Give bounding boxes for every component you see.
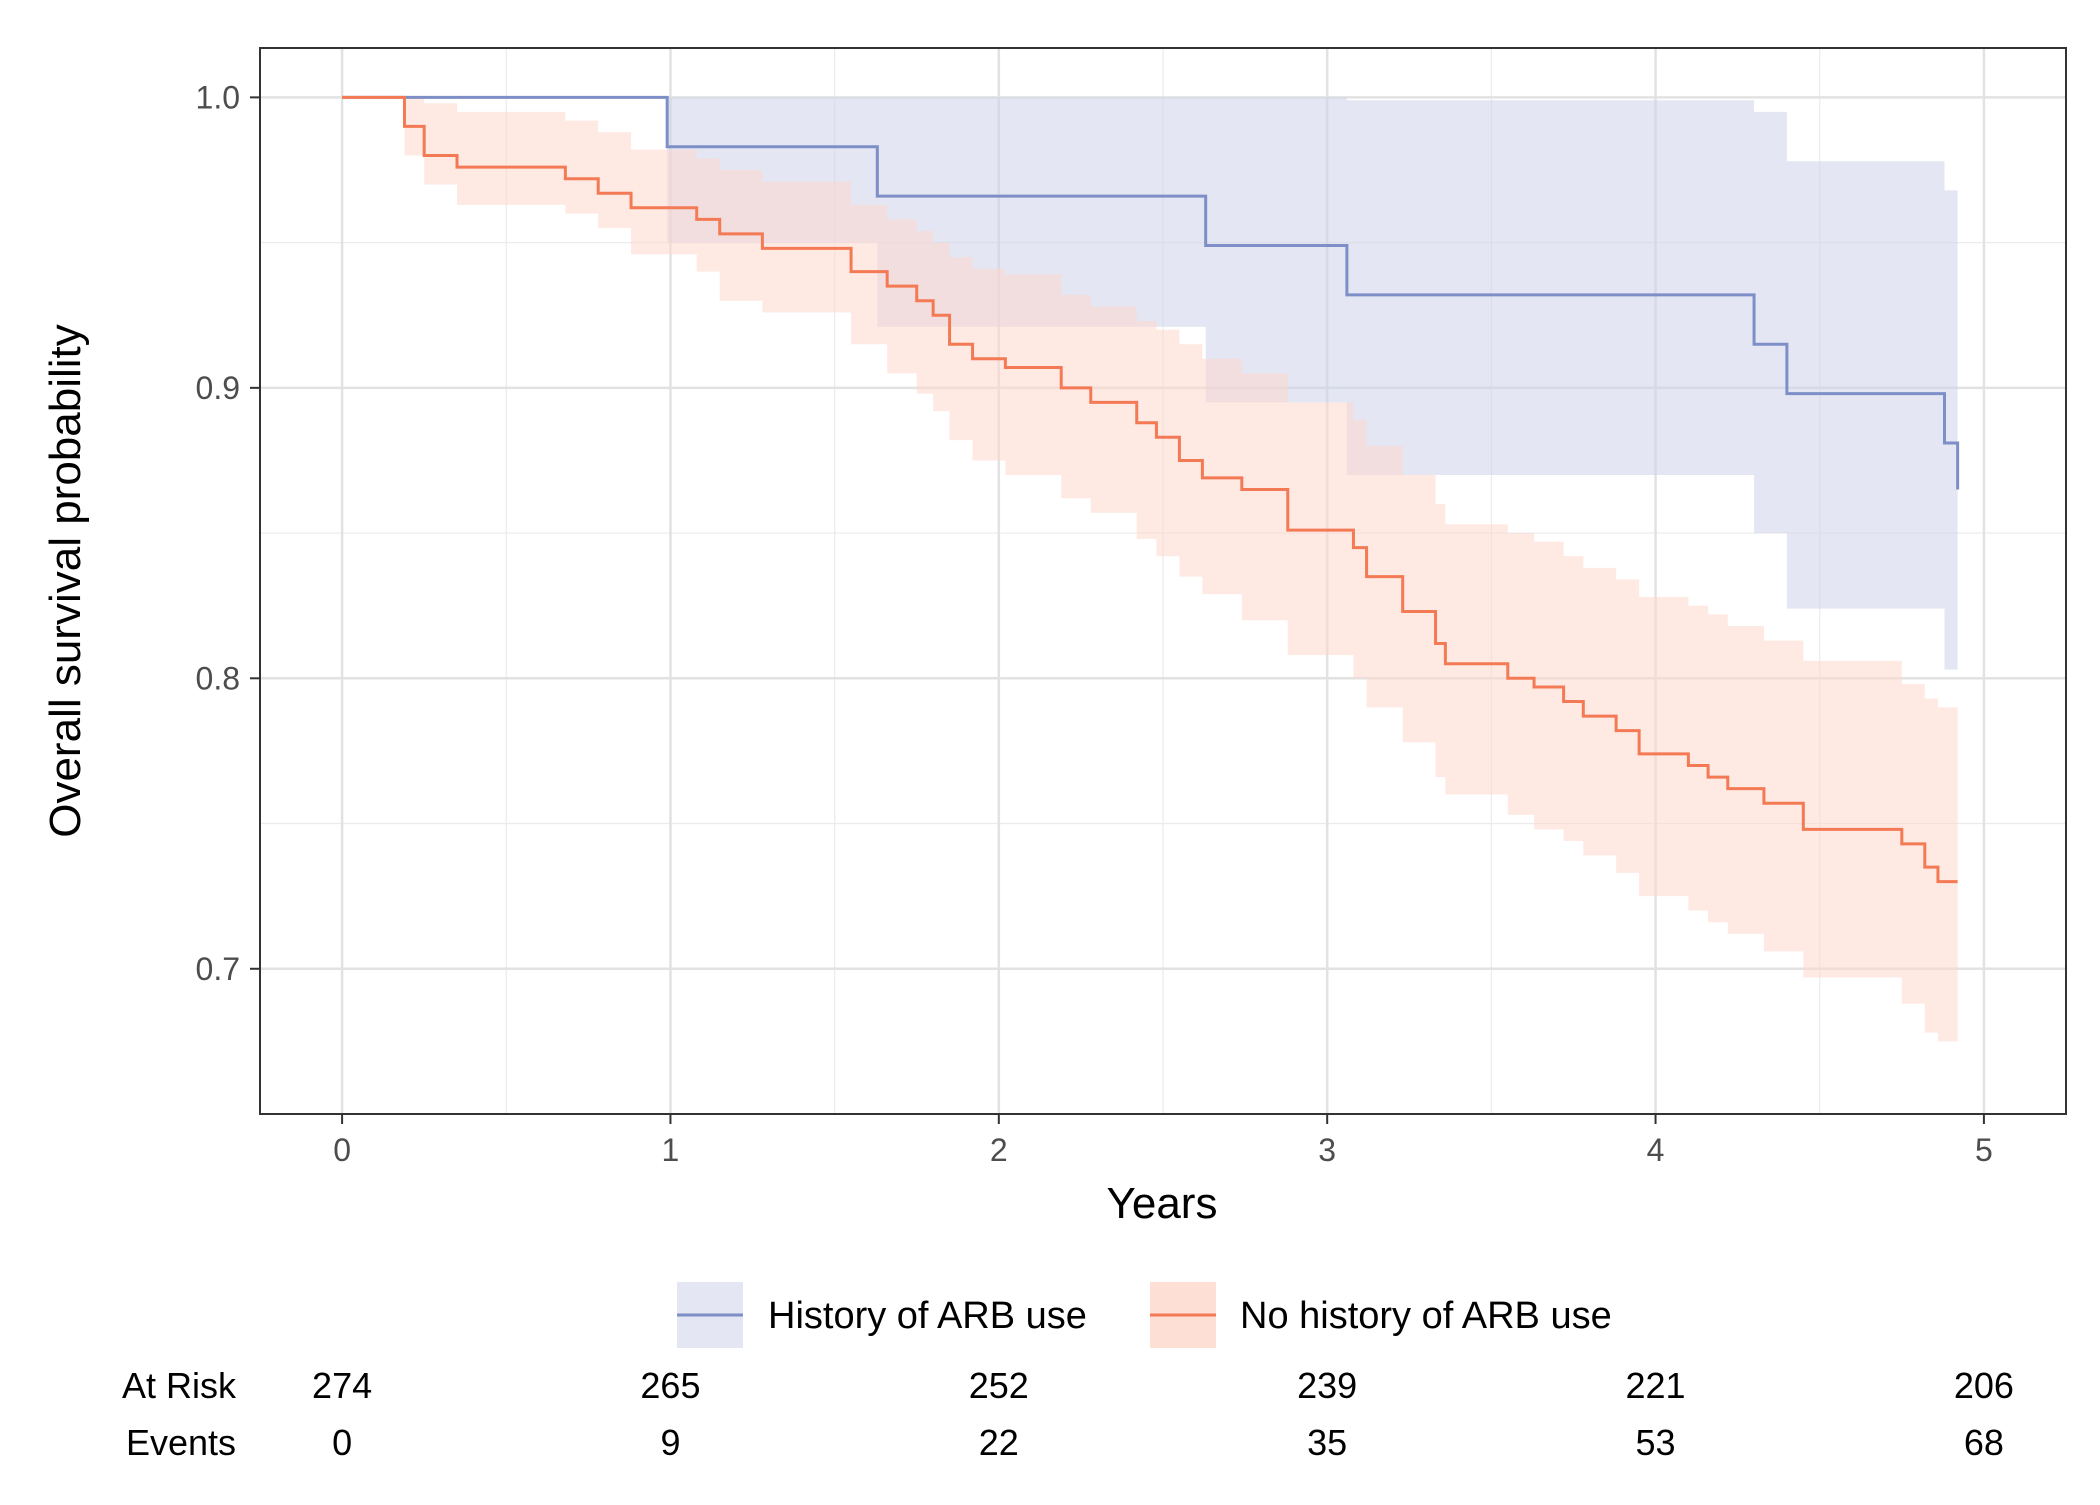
risk-at-risk-value: 265 xyxy=(640,1365,700,1406)
risk-table: At Risk Events 274 0 265 9 252 22 239 35 221 53 20… xyxy=(122,1365,2014,1463)
legend-label-arb: History of ARB use xyxy=(768,1295,1087,1337)
risk-table-events-label: Events xyxy=(126,1422,236,1463)
risk-events-value: 53 xyxy=(1636,1422,1676,1463)
x-tick-label: 4 xyxy=(1647,1132,1665,1168)
risk-events-value: 0 xyxy=(332,1422,352,1463)
x-tick-label: 0 xyxy=(333,1132,351,1168)
x-axis-title: Years xyxy=(1107,1179,1218,1228)
survival-curve-series-0 xyxy=(342,95,1960,490)
confidence-band-series-1 xyxy=(342,97,1958,1042)
y-tick-label: 1.0 xyxy=(196,79,240,115)
risk-events-value: 22 xyxy=(979,1422,1019,1463)
risk-table-at-risk-label: At Risk xyxy=(122,1365,237,1406)
risk-events-value: 68 xyxy=(1964,1422,2004,1463)
risk-at-risk-value: 239 xyxy=(1297,1365,1357,1406)
risk-table-values: 274 0 265 9 252 22 239 35 221 53 206 68 xyxy=(312,1365,2014,1463)
x-tick-label: 1 xyxy=(662,1132,680,1168)
risk-at-risk-value: 221 xyxy=(1626,1365,1686,1406)
risk-events-value: 35 xyxy=(1307,1422,1347,1463)
risk-at-risk-value: 274 xyxy=(312,1365,372,1406)
plot-panel-border xyxy=(259,47,2067,1115)
legend-label-no-arb: No history of ARB use xyxy=(1240,1295,1612,1337)
risk-events-value: 9 xyxy=(660,1422,680,1463)
x-tick-label: 2 xyxy=(990,1132,1008,1168)
confidence-bands xyxy=(342,97,1958,1042)
risk-at-risk-value: 252 xyxy=(969,1365,1029,1406)
survival-curves xyxy=(342,95,1960,884)
legend: History of ARB use No history of ARB use xyxy=(677,1282,1612,1348)
axis-ticks: 0 1 2 3 4 5 0.7 0.8 0.9 1.0 xyxy=(196,79,1993,1168)
x-tick-label: 3 xyxy=(1318,1132,1336,1168)
y-tick-label: 0.8 xyxy=(196,660,240,696)
risk-at-risk-value: 206 xyxy=(1954,1365,2014,1406)
x-tick-label: 5 xyxy=(1975,1132,1993,1168)
y-tick-label: 0.9 xyxy=(196,370,240,406)
survival-curve-series-1 xyxy=(342,95,1958,884)
y-axis-title: Overall survival probability xyxy=(41,324,90,838)
y-tick-label: 0.7 xyxy=(196,951,240,987)
